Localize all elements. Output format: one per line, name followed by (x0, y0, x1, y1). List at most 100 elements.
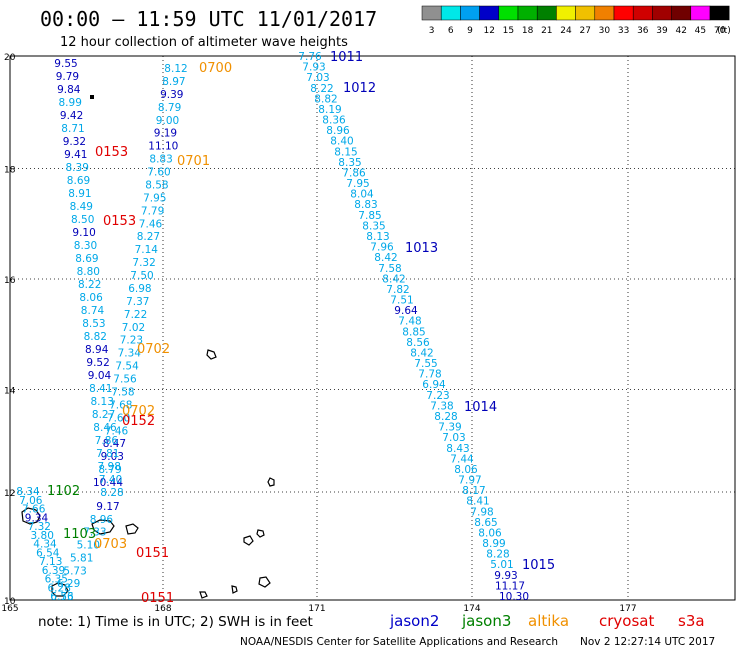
wave-height-value: 7.02 (122, 322, 145, 334)
wave-height-value: 8.12 (164, 63, 187, 75)
pass-label: 0153 (95, 145, 128, 160)
wave-height-value: 7.66 (22, 504, 46, 516)
wave-height-value: 8.79 (158, 102, 181, 114)
wave-height-value: 7.34 (118, 348, 142, 360)
legend-swatch (690, 5, 711, 21)
wave-height-value: 7.38 (430, 400, 453, 412)
wave-height-value: 8.46 (93, 422, 117, 434)
legend-label: 33 (618, 26, 629, 36)
pass-label: 0702 (137, 342, 170, 357)
wave-height-value: 7.79 (141, 205, 164, 217)
wave-height-value: 9.03 (101, 451, 124, 463)
island-reef-h (258, 576, 271, 588)
pass-label: 0700 (199, 61, 232, 76)
lat-tick-label: 10 (4, 597, 16, 607)
wave-height-value: 8.22 (78, 279, 101, 291)
legend-swatch (652, 5, 672, 21)
legend-swatch (613, 5, 634, 21)
track-mid: 8.128.979.398.799.009.1911.108.837.608.5… (93, 63, 188, 489)
wave-height-value: 7.51 (390, 295, 413, 307)
wave-height-value: 8.83 (354, 199, 377, 211)
wave-height-value: 7.85 (358, 210, 381, 222)
legend-swatch (460, 5, 480, 21)
legend-label: 70 (714, 26, 726, 36)
pass-label: 0152 (122, 414, 155, 429)
wave-height-value: 8.79 (98, 464, 121, 476)
wave-height-value: 8.13 (366, 231, 389, 243)
wave-height-value: 8.06 (478, 528, 502, 540)
wave-height-value: 6.29 (57, 578, 80, 590)
wave-height-value: 8.15 (334, 146, 357, 158)
sat-name-cryosat: cryosat (599, 612, 654, 630)
wave-height-value: 7.33 (83, 527, 106, 539)
legend-label: 39 (656, 26, 668, 36)
wave-height-value: 7.03 (442, 432, 465, 444)
wave-height-value: 8.96 (90, 514, 114, 526)
wave-height-value: 9.34 (25, 512, 49, 524)
pass-label: 0151 (141, 591, 174, 606)
map-subtitle: 12 hour collection of altimeter wave hei… (60, 35, 348, 50)
wave-height-value: 9.93 (494, 570, 517, 582)
wave-height-value: 7.03 (306, 72, 329, 84)
wave-height-value: 11.10 (148, 141, 178, 153)
wave-height-value: 8.41 (89, 383, 112, 395)
wave-height-value: 8.47 (103, 438, 126, 450)
island-reef-d (206, 349, 217, 360)
island-reef-a (91, 519, 115, 535)
wave-height-value: 7.23 (426, 390, 449, 402)
wave-height-value: 6.94 (422, 379, 446, 391)
wave-height-value: 8.94 (85, 344, 109, 356)
wave-height-value: 6.73 (50, 591, 73, 603)
legend-swatch (536, 5, 557, 21)
map-frame (9, 55, 736, 601)
wave-height-value: 7.95 (143, 192, 166, 204)
wave-height-value: 6.54 (36, 547, 60, 559)
island-reef-g (256, 529, 265, 538)
wave-height-value: 9.55 (54, 58, 77, 70)
wave-height-value: 8.40 (330, 136, 353, 148)
wave-height-value: 9.10 (72, 227, 95, 239)
wave-height-value: 7.06 (19, 495, 43, 507)
pass-label: 0701 (177, 154, 210, 169)
legend-swatch (594, 5, 615, 21)
wave-height-value: 7.58 (111, 386, 134, 398)
legend-swatch (498, 5, 519, 21)
lon-tick-label: 174 (463, 604, 480, 614)
pass-label: 0151 (136, 546, 169, 561)
lon-tick-label: 168 (154, 604, 171, 614)
wave-height-value: 7.76 (298, 51, 322, 63)
legend-swatch (479, 5, 500, 21)
legend-label: 21 (541, 26, 552, 36)
wave-height-value: 7.32 (28, 521, 51, 533)
wave-height-value: 8.39 (66, 162, 89, 174)
wave-height-value: 7.14 (135, 244, 159, 256)
wave-height-value: 11.17 (495, 580, 525, 592)
island-dot (90, 95, 94, 99)
map-title: 00:00 — 11:59 UTC 11/01/2017 (40, 7, 377, 31)
lon-tick-label: 171 (308, 604, 325, 614)
legend-label: 12 (483, 26, 494, 36)
wave-height-value: 8.27 (137, 231, 160, 243)
wave-height-value: 7.68 (109, 399, 132, 411)
wave-height-value: 8.83 (149, 154, 172, 166)
sat-name-jason2: jason2 (389, 612, 439, 630)
track-jason3: 8.347.067.669.347.323.804.346.547.136.39… (16, 486, 74, 603)
wave-height-value: 5.81 (70, 552, 93, 564)
island-reef-b (125, 523, 139, 535)
wave-height-value: 8.42 (374, 252, 397, 264)
island-marshall-west (21, 507, 41, 525)
wave-height-value: 7.50 (130, 270, 153, 282)
wave-height-value: 8.34 (16, 486, 40, 498)
legend-label: 36 (637, 26, 649, 36)
wave-height-value: 7.55 (414, 358, 437, 370)
wave-height-value: 7.78 (418, 369, 441, 381)
wave-height-value: 7.56 (113, 374, 137, 386)
pass-labels: 1011 1012 1013 1014 1015 0700 0701 0702 … (47, 50, 555, 606)
wave-height-value: 8.71 (61, 123, 84, 135)
island-reef-j (199, 591, 208, 599)
legend-label: 45 (695, 26, 706, 36)
wave-height-value: 8.28 (434, 411, 457, 423)
pass-label: 1014 (464, 400, 497, 415)
wave-height-value: 8.65 (474, 517, 497, 529)
wave-height-value: 7.54 (115, 361, 139, 373)
